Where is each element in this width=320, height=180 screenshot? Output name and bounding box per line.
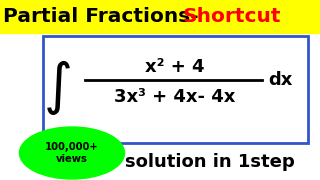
Ellipse shape <box>20 127 124 179</box>
Text: solution in 1step: solution in 1step <box>125 153 295 171</box>
Text: dx: dx <box>268 71 292 89</box>
Text: x² + 4: x² + 4 <box>145 58 205 76</box>
Text: 100,000+
views: 100,000+ views <box>45 142 99 164</box>
Text: ∫: ∫ <box>44 61 72 115</box>
Bar <box>0 0 320 33</box>
Text: Shortcut: Shortcut <box>183 7 282 26</box>
Text: Partial Fractions-: Partial Fractions- <box>3 7 199 26</box>
Bar <box>43 36 308 143</box>
Text: 3x³ + 4x- 4x: 3x³ + 4x- 4x <box>114 88 236 106</box>
